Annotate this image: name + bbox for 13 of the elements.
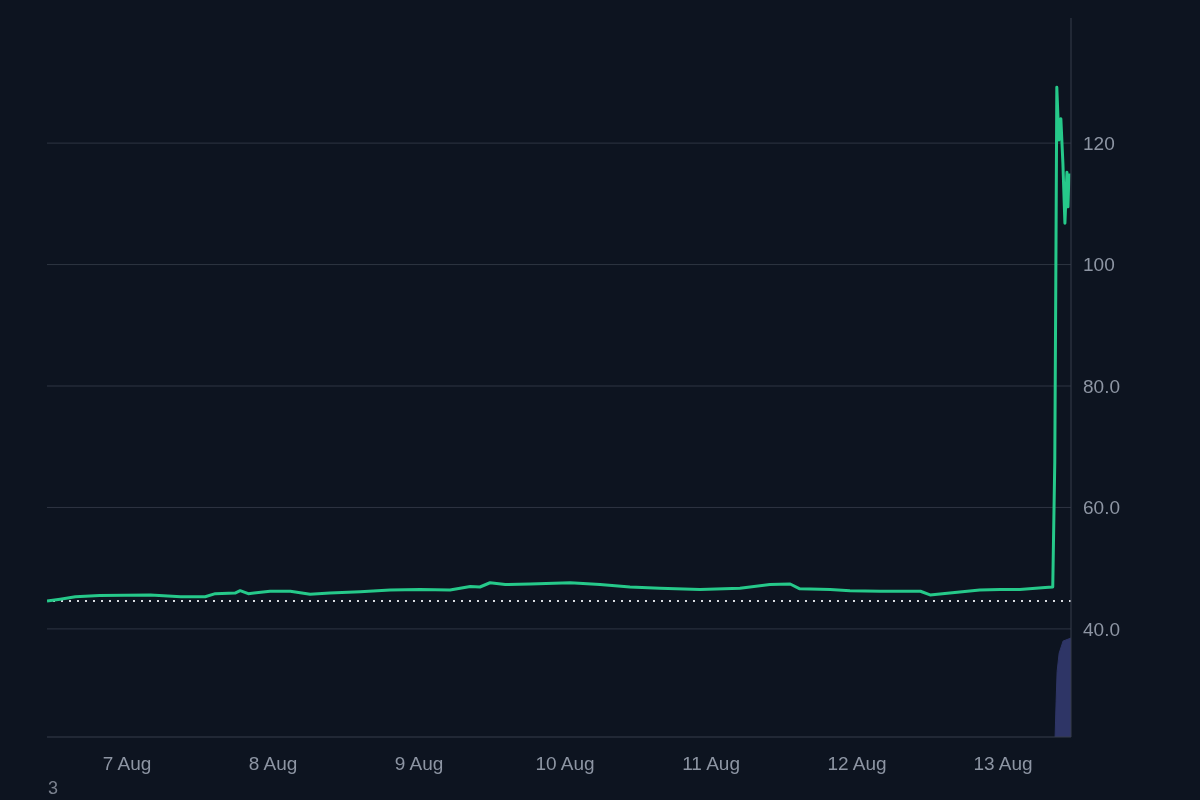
y-tick-label: 60.0 xyxy=(1083,497,1120,519)
text: 3 xyxy=(48,778,59,798)
x-tick-label: 10 Aug xyxy=(535,753,595,775)
x-tick-label: 12 Aug xyxy=(827,753,887,775)
y-tick-label: 100 xyxy=(1083,254,1115,276)
y-tick-label: 120 xyxy=(1083,132,1115,154)
x-tick-label: 7 Aug xyxy=(102,753,152,775)
y-tick-label: 80.0 xyxy=(1083,375,1120,397)
x-tick-label: 8 Aug xyxy=(248,753,298,775)
x-tick-label: 9 Aug xyxy=(394,753,444,775)
x-tick-label: 11 Aug xyxy=(682,753,740,775)
y-tick-label: 40.0 xyxy=(1083,618,1120,640)
x-tick-label: 13 Aug xyxy=(973,753,1033,775)
